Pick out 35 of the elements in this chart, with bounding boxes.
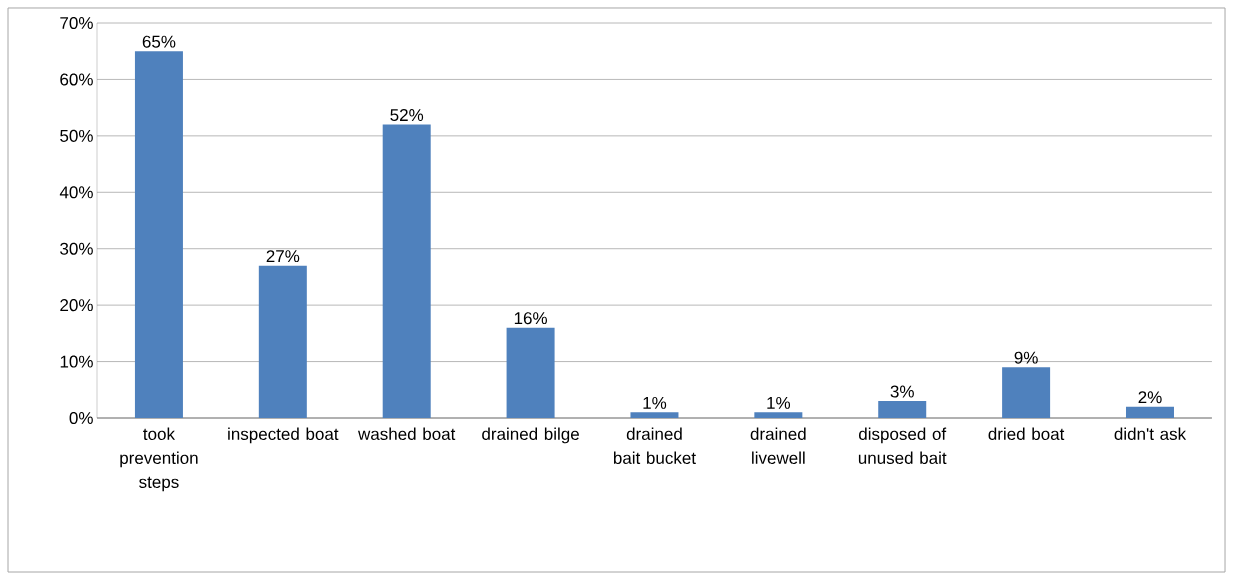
data-label: 9% — [1014, 351, 1038, 364]
bar — [1125, 406, 1174, 418]
y-tick-label: 70% — [60, 16, 93, 30]
x-tick-label: didn't ask — [1114, 427, 1187, 441]
data-label: 16% — [514, 312, 547, 325]
data-label: 65% — [142, 35, 176, 48]
y-tick-label: 50% — [60, 129, 93, 142]
x-tick-label: dried boat — [988, 427, 1065, 441]
y-tick-label: 60% — [60, 73, 93, 86]
bar — [258, 265, 307, 418]
y-tick-label: 20% — [60, 299, 93, 312]
x-tick-label: took prevention steps — [120, 427, 198, 492]
y-tick-label: 0% — [69, 411, 93, 425]
data-label: 27% — [266, 250, 300, 263]
x-tick-label: drained bait bucket — [613, 427, 696, 465]
y-tick-label: 40% — [59, 186, 93, 199]
bar — [878, 401, 927, 418]
x-tick-label: drained bilge — [482, 427, 579, 444]
data-label: 52% — [390, 109, 424, 122]
bar — [630, 412, 679, 418]
bar — [134, 51, 183, 418]
bar — [1002, 367, 1051, 418]
bar — [506, 327, 555, 418]
data-label: 2% — [1138, 391, 1162, 404]
data-label: 1% — [643, 396, 667, 409]
data-label: 1% — [767, 396, 791, 409]
x-tick-label: disposed of unused bait — [858, 427, 947, 465]
y-tick-label: 10% — [60, 355, 93, 368]
x-tick-label: inspected boat — [228, 427, 339, 444]
x-tick-label: drained livewell — [750, 427, 806, 465]
data-label: 3% — [890, 385, 914, 398]
x-tick-label: washed boat — [358, 427, 456, 441]
bar — [754, 412, 803, 418]
y-tick-label: 30% — [60, 242, 93, 255]
bar — [382, 124, 431, 418]
